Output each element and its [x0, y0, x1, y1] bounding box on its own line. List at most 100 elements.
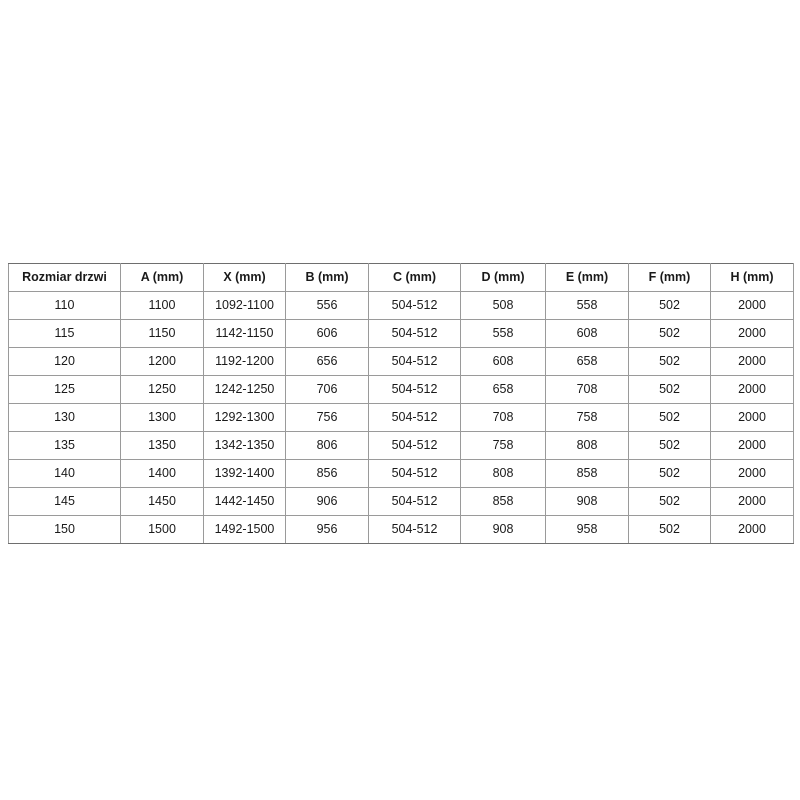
measurement-cell: 504-512	[368, 319, 461, 348]
table-row: 125 1250 1242-1250 706 504-512 658 708 502 2000	[8, 375, 794, 404]
measurement-cell: 502	[628, 347, 711, 376]
table-row: 150 1500 1492-1500 956 504-512 908 958 502 2000	[8, 515, 794, 544]
measurement-cell: 2000	[710, 375, 794, 404]
dimension-table-wrapper: Rozmiar drzwi A (mm) X (mm) B (mm) C (mm) D (…	[8, 263, 794, 544]
measurement-cell: 1400	[120, 459, 204, 488]
measurement-cell: 858	[545, 459, 629, 488]
door-size-cell: 110	[8, 291, 121, 320]
measurement-cell: 956	[285, 515, 369, 544]
measurement-cell: 2000	[710, 403, 794, 432]
measurement-cell: 608	[460, 347, 546, 376]
measurement-cell: 906	[285, 487, 369, 516]
measurement-cell: 608	[545, 319, 629, 348]
measurement-cell: 504-512	[368, 459, 461, 488]
measurement-cell: 658	[460, 375, 546, 404]
table-row: 145 1450 1442-1450 906 504-512 858 908 502 2000	[8, 487, 794, 516]
measurement-cell: 1300	[120, 403, 204, 432]
measurement-cell: 1292-1300	[203, 403, 286, 432]
measurement-cell: 1092-1100	[203, 291, 286, 320]
measurement-cell: 606	[285, 319, 369, 348]
measurement-cell: 502	[628, 319, 711, 348]
measurement-cell: 1342-1350	[203, 431, 286, 460]
measurement-cell: 758	[545, 403, 629, 432]
column-header: C (mm)	[368, 263, 461, 292]
column-header: Rozmiar drzwi	[8, 263, 121, 292]
measurement-cell: 708	[460, 403, 546, 432]
measurement-cell: 1492-1500	[203, 515, 286, 544]
table-row: 130 1300 1292-1300 756 504-512 708 758 502 2000	[8, 403, 794, 432]
measurement-cell: 1442-1450	[203, 487, 286, 516]
door-size-cell: 120	[8, 347, 121, 376]
table-row: 115 1150 1142-1150 606 504-512 558 608 502 2000	[8, 319, 794, 348]
measurement-cell: 1242-1250	[203, 375, 286, 404]
measurement-cell: 502	[628, 487, 711, 516]
measurement-cell: 958	[545, 515, 629, 544]
table-header: Rozmiar drzwi A (mm) X (mm) B (mm) C (mm) D (…	[8, 263, 794, 292]
table-row: 140 1400 1392-1400 856 504-512 808 858 502 2000	[8, 459, 794, 488]
measurement-cell: 1500	[120, 515, 204, 544]
column-header: X (mm)	[203, 263, 286, 292]
table-body: 110 1100 1092-1100 556 504-512 508 558 502 2000 1…	[8, 291, 794, 544]
measurement-cell: 1200	[120, 347, 204, 376]
measurement-cell: 708	[545, 375, 629, 404]
column-header: H (mm)	[710, 263, 794, 292]
measurement-cell: 504-512	[368, 375, 461, 404]
door-size-cell: 125	[8, 375, 121, 404]
measurement-cell: 1100	[120, 291, 204, 320]
measurement-cell: 558	[460, 319, 546, 348]
measurement-cell: 2000	[710, 347, 794, 376]
measurement-cell: 808	[460, 459, 546, 488]
measurement-cell: 908	[460, 515, 546, 544]
measurement-cell: 806	[285, 431, 369, 460]
measurement-cell: 1250	[120, 375, 204, 404]
column-header: F (mm)	[628, 263, 711, 292]
measurement-cell: 656	[285, 347, 369, 376]
column-header: B (mm)	[285, 263, 369, 292]
measurement-cell: 1392-1400	[203, 459, 286, 488]
measurement-cell: 502	[628, 291, 711, 320]
measurement-cell: 558	[545, 291, 629, 320]
measurement-cell: 908	[545, 487, 629, 516]
measurement-cell: 2000	[710, 487, 794, 516]
measurement-cell: 856	[285, 459, 369, 488]
measurement-cell: 2000	[710, 515, 794, 544]
measurement-cell: 706	[285, 375, 369, 404]
measurement-cell: 1150	[120, 319, 204, 348]
door-size-cell: 150	[8, 515, 121, 544]
door-size-cell: 135	[8, 431, 121, 460]
measurement-cell: 502	[628, 375, 711, 404]
measurement-cell: 758	[460, 431, 546, 460]
dimension-table: Rozmiar drzwi A (mm) X (mm) B (mm) C (mm) D (…	[8, 263, 794, 544]
measurement-cell: 1142-1150	[203, 319, 286, 348]
measurement-cell: 502	[628, 515, 711, 544]
measurement-cell: 502	[628, 403, 711, 432]
measurement-cell: 504-512	[368, 515, 461, 544]
column-header: A (mm)	[120, 263, 204, 292]
measurement-cell: 1350	[120, 431, 204, 460]
measurement-cell: 1192-1200	[203, 347, 286, 376]
measurement-cell: 504-512	[368, 347, 461, 376]
door-size-cell: 130	[8, 403, 121, 432]
column-header: D (mm)	[460, 263, 546, 292]
table-row: 120 1200 1192-1200 656 504-512 608 658 502 2000	[8, 347, 794, 376]
measurement-cell: 2000	[710, 291, 794, 320]
door-size-cell: 115	[8, 319, 121, 348]
measurement-cell: 658	[545, 347, 629, 376]
measurement-cell: 502	[628, 431, 711, 460]
measurement-cell: 858	[460, 487, 546, 516]
table-row: 110 1100 1092-1100 556 504-512 508 558 502 2000	[8, 291, 794, 320]
measurement-cell: 1450	[120, 487, 204, 516]
measurement-cell: 2000	[710, 319, 794, 348]
measurement-cell: 2000	[710, 431, 794, 460]
measurement-cell: 808	[545, 431, 629, 460]
measurement-cell: 504-512	[368, 487, 461, 516]
measurement-cell: 504-512	[368, 431, 461, 460]
measurement-cell: 2000	[710, 459, 794, 488]
table-header-row: Rozmiar drzwi A (mm) X (mm) B (mm) C (mm) D (…	[8, 263, 794, 292]
table-row: 135 1350 1342-1350 806 504-512 758 808 502 2000	[8, 431, 794, 460]
door-size-cell: 145	[8, 487, 121, 516]
measurement-cell: 504-512	[368, 291, 461, 320]
measurement-cell: 556	[285, 291, 369, 320]
door-size-cell: 140	[8, 459, 121, 488]
